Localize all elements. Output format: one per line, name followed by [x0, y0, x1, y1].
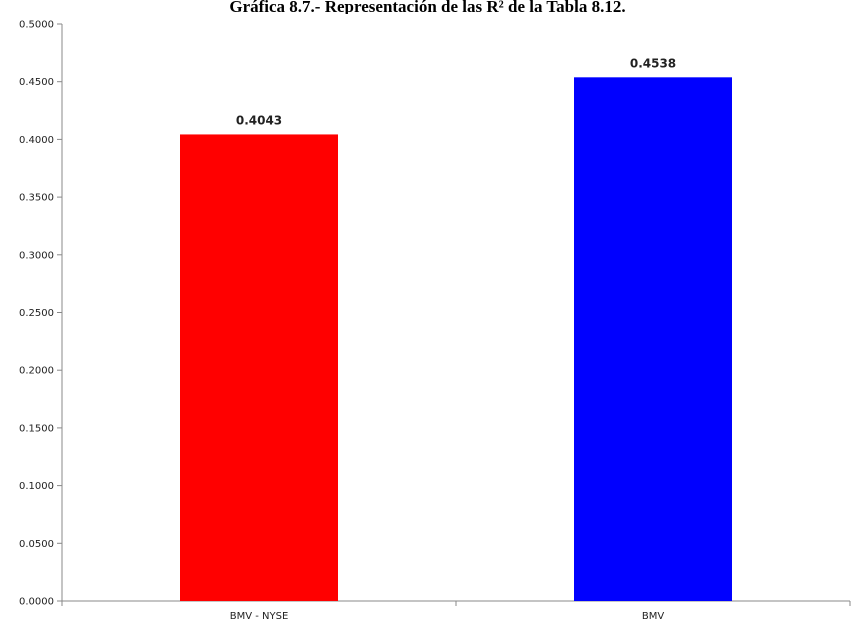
y-tick-label: 0.0000: [19, 597, 54, 608]
category-label: BMV: [642, 611, 664, 622]
bar: [180, 134, 338, 601]
y-tick-label: 0.3500: [19, 193, 54, 204]
bars: [180, 77, 732, 601]
category-label: BMV - NYSE: [230, 611, 289, 622]
axes: 0.0000 0.0500 0.1000 0.1500 0.2000 0.2500 0.30…: [19, 20, 851, 608]
labels: 0.4043 BMV - NYSE 0.4538 BMV: [230, 56, 676, 622]
bar: [574, 77, 732, 601]
y-tick-label: 0.1500: [19, 423, 54, 434]
data-label: 0.4043: [236, 113, 282, 127]
y-tick-label: 0.3000: [19, 250, 54, 261]
chart-title: Gráfica 8.7.- Representación de las R² d…: [229, 0, 626, 14]
y-tick-label: 0.2500: [19, 308, 54, 319]
y-tick-label: 0.1000: [19, 481, 54, 492]
y-tick-label: 0.0500: [19, 539, 54, 550]
y-tick-label: 0.2000: [19, 366, 54, 377]
data-label: 0.4538: [630, 56, 676, 70]
y-tick-label: 0.4500: [19, 77, 54, 88]
y-tick-label: 0.5000: [19, 20, 54, 31]
y-tick-label: 0.4000: [19, 135, 54, 146]
